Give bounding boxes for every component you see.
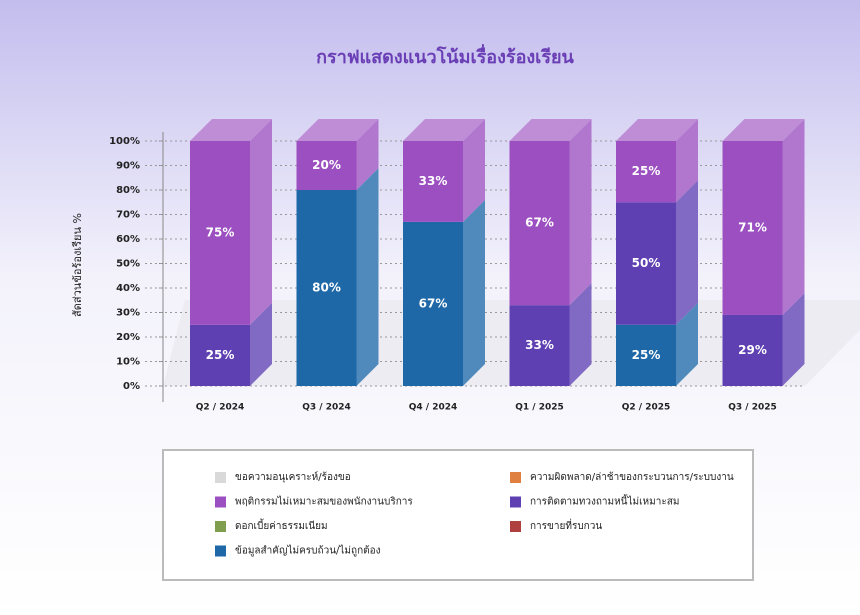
bar-side <box>356 168 379 386</box>
y-tick-label: 60% <box>116 234 140 245</box>
bar-front <box>296 190 357 386</box>
y-tick-label: 10% <box>116 357 140 368</box>
value-label: 75% <box>206 225 235 239</box>
legend-label: การติดตามทวงถามหนี้ไม่เหมาะสม <box>530 494 679 508</box>
bar-side <box>250 302 272 386</box>
bar-top <box>509 119 592 141</box>
value-label: 25% <box>632 164 661 178</box>
bar-segment <box>296 119 379 190</box>
legend-swatch <box>215 496 226 508</box>
y-tick-label: 40% <box>116 283 140 294</box>
bar-segment <box>403 199 485 386</box>
y-tick-label: 20% <box>116 332 140 343</box>
value-label: 25% <box>632 348 661 362</box>
bar-top <box>296 119 379 141</box>
value-label: 25% <box>206 348 235 362</box>
bar-front <box>403 141 463 222</box>
bar-front <box>509 305 570 386</box>
legend-swatch <box>215 472 226 483</box>
bar-front <box>722 314 783 386</box>
bar-segment <box>616 180 698 325</box>
value-label: 20% <box>312 158 341 172</box>
x-tick-label: Q2 / 2024 <box>196 403 245 413</box>
value-label: 29% <box>738 343 767 357</box>
bar-front <box>190 141 250 325</box>
bar-segment <box>616 302 698 386</box>
bar-side <box>782 119 805 315</box>
y-tick-label: 90% <box>116 161 140 172</box>
bar-top <box>190 119 272 141</box>
y-tick-label: 0% <box>123 381 140 392</box>
bar-segment <box>190 302 272 386</box>
x-tick-label: Q4 / 2024 <box>409 403 458 413</box>
y-axis-label: สัดส่วนข้อร้องเรียน % <box>71 213 84 317</box>
chart-title: กราฟแสดงแนวโน้มเรื่องร้องเรียน <box>316 44 574 68</box>
bar-front <box>616 324 676 386</box>
bar-side <box>356 119 379 190</box>
bar-segment <box>722 119 805 315</box>
value-label: 71% <box>738 220 767 234</box>
bar-segment <box>722 292 805 386</box>
bar-front <box>190 324 250 386</box>
bar-side <box>676 180 698 325</box>
bar-side <box>676 119 698 203</box>
bar-top <box>616 119 698 141</box>
bar-side <box>569 119 592 306</box>
bar-front <box>722 141 783 315</box>
bar-side <box>782 292 805 386</box>
y-tick-label: 100% <box>109 136 140 147</box>
value-label: 67% <box>419 296 448 310</box>
legend-swatch <box>215 521 226 532</box>
bar-side <box>250 119 272 325</box>
value-label: 67% <box>525 216 554 230</box>
y-tick-label: 80% <box>116 185 140 196</box>
bar-segment <box>616 119 698 203</box>
y-tick-label: 30% <box>116 308 140 319</box>
value-label: 80% <box>312 281 341 295</box>
bar-front <box>403 221 463 386</box>
legend-swatch <box>510 472 521 483</box>
bar-top <box>722 119 805 141</box>
value-label: 33% <box>419 174 448 188</box>
legend-swatch <box>510 496 521 508</box>
y-tick-label: 50% <box>116 259 140 270</box>
bar-side <box>463 199 485 386</box>
bar-top <box>403 119 485 141</box>
legend <box>162 449 754 581</box>
bar-front <box>296 141 357 190</box>
legend-label: ขอความอนุเคราะห์/ร้องขอ <box>235 471 351 483</box>
bar-side <box>463 119 485 222</box>
bar-segment <box>190 119 272 325</box>
legend-label: ข้อมูลสำคัญไม่ครบถ้วน/ไม่ถูกต้อง <box>235 545 381 557</box>
y-tick-label: 70% <box>116 210 140 221</box>
x-tick-label: Q1 / 2025 <box>515 403 564 413</box>
value-label: 33% <box>525 338 554 352</box>
bar-segment <box>509 119 592 306</box>
legend-label: ดอกเบี้ยค่าธรรมเนียม <box>235 518 328 532</box>
bar-segment <box>403 119 485 222</box>
bar-side <box>569 283 592 386</box>
bar-segment <box>296 168 379 386</box>
bar-front <box>509 141 570 306</box>
x-tick-label: Q3 / 2024 <box>302 403 351 413</box>
bar-segment <box>509 283 592 386</box>
legend-swatch <box>510 521 521 532</box>
x-tick-label: Q3 / 2025 <box>728 403 777 413</box>
x-tick-label: Q2 / 2025 <box>622 403 671 413</box>
bar-front <box>616 141 676 203</box>
legend-label: ความผิดพลาด/ล่าช้าของกระบวนการ/ระบบงาน <box>530 471 734 483</box>
legend-label: พฤติกรรมไม่เหมาะสมของพนักงานบริการ <box>235 496 413 508</box>
bar-side <box>676 302 698 386</box>
legend-label: การขายที่รบกวน <box>530 518 602 532</box>
legend-swatch <box>215 545 226 557</box>
value-label: 50% <box>632 256 661 270</box>
bar-front <box>616 202 676 325</box>
